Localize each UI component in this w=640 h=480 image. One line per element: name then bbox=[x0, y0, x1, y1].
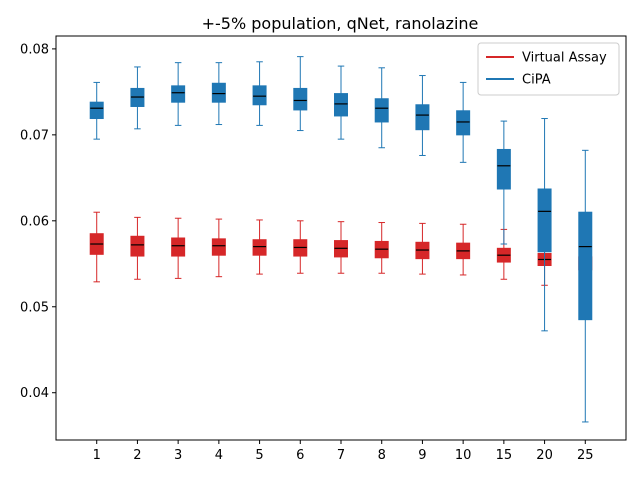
box-cipa-2 bbox=[130, 66, 145, 130]
y-tick-label: 0.07 bbox=[20, 128, 49, 143]
box-cipa-7 bbox=[334, 65, 348, 140]
box-virtual-assay-3 bbox=[171, 217, 186, 279]
box-body bbox=[537, 188, 552, 253]
box-cipa-3 bbox=[171, 62, 186, 126]
x-tick-label: 8 bbox=[378, 448, 386, 463]
box-cipa-15 bbox=[496, 120, 511, 245]
x-tick-label: 6 bbox=[296, 448, 304, 463]
box-cipa-4 bbox=[211, 62, 226, 126]
box-virtual-assay-6 bbox=[293, 220, 308, 274]
y-tick-label: 0.06 bbox=[20, 214, 49, 229]
box-virtual-assay-7 bbox=[334, 221, 348, 274]
x-tick-label: 20 bbox=[536, 448, 553, 463]
box-cipa-20 bbox=[537, 118, 552, 332]
box-body bbox=[578, 211, 593, 321]
box-cipa-8 bbox=[374, 67, 389, 149]
x-tick-label: 3 bbox=[174, 448, 182, 463]
box-body bbox=[374, 98, 389, 123]
box-virtual-assay-8 bbox=[374, 222, 389, 274]
box-virtual-assay-1 bbox=[89, 211, 104, 283]
x-tick-label: 7 bbox=[337, 448, 345, 463]
x-tick-label: 4 bbox=[215, 448, 223, 463]
box-virtual-assay-10 bbox=[456, 223, 471, 276]
x-tick-label: 10 bbox=[455, 448, 472, 463]
x-tick-label: 25 bbox=[577, 448, 594, 463]
box-cipa-6 bbox=[293, 56, 308, 132]
y-tick-label: 0.05 bbox=[20, 300, 49, 315]
box-body bbox=[171, 85, 186, 103]
box-cipa-10 bbox=[456, 81, 471, 163]
y-tick-label: 0.04 bbox=[20, 386, 49, 401]
legend: Virtual Assay CiPA bbox=[477, 42, 620, 96]
box-body bbox=[334, 93, 348, 117]
box-cipa-5 bbox=[252, 61, 267, 126]
legend-label: CiPA bbox=[522, 73, 551, 88]
box-virtual-assay-15 bbox=[496, 228, 511, 280]
box-body bbox=[496, 148, 511, 190]
box-body bbox=[89, 101, 104, 120]
box-virtual-assay-4 bbox=[211, 218, 226, 278]
box-virtual-assay-5 bbox=[252, 219, 267, 275]
box-virtual-assay-9 bbox=[415, 222, 430, 275]
axes: 0.04 0.05 0.06 0.07 0.08 1 2 3 4 5 6 7 8 9 10 15 20 25 bbox=[20, 35, 627, 463]
box-body bbox=[211, 238, 226, 256]
legend-label: Virtual Assay bbox=[522, 51, 607, 66]
box-virtual-assay-2 bbox=[130, 216, 145, 280]
x-tick-label: 1 bbox=[93, 448, 101, 463]
box-body bbox=[252, 85, 267, 106]
plot-area bbox=[89, 56, 593, 423]
box-body bbox=[171, 237, 186, 257]
y-tick-label: 0.08 bbox=[20, 42, 49, 57]
box-cipa-1 bbox=[89, 81, 104, 140]
box-cipa-25 bbox=[578, 149, 593, 423]
x-tick-label: 15 bbox=[496, 448, 513, 463]
box-body bbox=[293, 87, 308, 111]
x-tick-label: 9 bbox=[418, 448, 426, 463]
chart-title: +-5% population, qNet, ranolazine bbox=[202, 14, 479, 33]
box-body bbox=[415, 104, 430, 131]
box-body bbox=[252, 239, 267, 256]
box-cipa-9 bbox=[415, 75, 430, 156]
x-tick-label: 5 bbox=[255, 448, 263, 463]
box-body bbox=[130, 235, 145, 257]
x-tick-label: 2 bbox=[133, 448, 141, 463]
series-cipa bbox=[89, 56, 593, 423]
box-body bbox=[211, 82, 226, 103]
box-body bbox=[456, 110, 471, 136]
